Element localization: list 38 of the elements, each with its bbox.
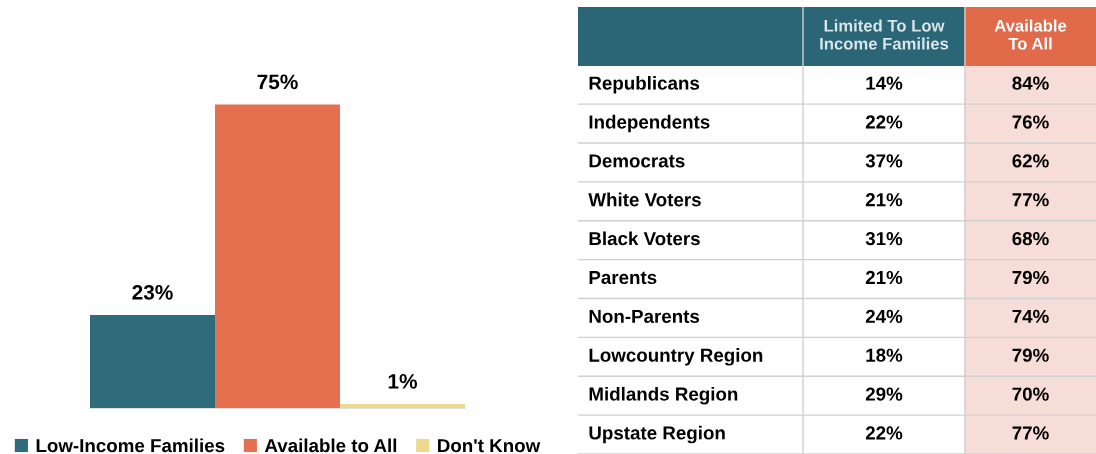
data-label: 70% <box>1012 387 1049 401</box>
data-label: 75% <box>257 74 298 90</box>
data-label: 1% <box>388 374 418 389</box>
data-label: 77% <box>1012 426 1049 440</box>
data-label: 22% <box>865 115 903 129</box>
category-label: Upstate Region <box>589 425 725 444</box>
data-label: 21% <box>865 270 903 285</box>
data-label: 84% <box>1012 76 1049 90</box>
data-label: 79% <box>1012 348 1049 362</box>
category-label: Democrats <box>589 154 685 168</box>
data-label: 23% <box>132 284 173 300</box>
legend-label: Low-Income Families <box>36 438 225 453</box>
data-label: 62% <box>1012 154 1049 168</box>
data-label: 68% <box>1012 231 1049 246</box>
category-label: Non-Parents <box>589 309 700 323</box>
category-label: Black Voters <box>589 231 700 246</box>
category-label: Parents <box>589 271 657 285</box>
legend-label: Available to All <box>264 438 397 453</box>
data-label: 77% <box>1012 193 1049 207</box>
data-label: 74% <box>1012 309 1049 323</box>
category-label: Independents <box>589 114 710 133</box>
data-label: 14% <box>866 76 903 90</box>
category-label: White Voters <box>588 192 701 207</box>
category-label: Lowcountry Region <box>589 348 763 366</box>
data-label: 29% <box>865 387 903 401</box>
data-label: 79% <box>1012 270 1049 285</box>
category-label: Republicans <box>589 76 700 94</box>
data-label: 76% <box>1012 115 1049 129</box>
data-label: 37% <box>865 154 903 168</box>
legend-label: Limited To Low Income Families <box>820 19 949 50</box>
data-label: 22% <box>865 426 903 440</box>
legend-label: Don't Know <box>438 439 541 453</box>
data-label: 31% <box>865 231 903 246</box>
data-label: 18% <box>866 348 903 362</box>
category-label: Midlands Region <box>589 386 738 405</box>
data-label: 21% <box>865 193 903 207</box>
data-label: 24% <box>865 309 903 323</box>
series-label: Available To All <box>994 19 1067 50</box>
